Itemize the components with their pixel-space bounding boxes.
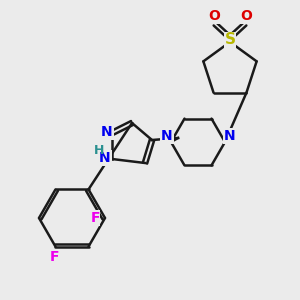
Text: N: N: [161, 129, 173, 143]
Text: N: N: [99, 151, 111, 165]
Text: O: O: [208, 9, 220, 23]
Text: S: S: [224, 32, 236, 47]
Text: H: H: [94, 145, 104, 158]
Text: N: N: [224, 129, 236, 143]
Text: O: O: [240, 9, 252, 23]
Text: F: F: [90, 211, 100, 225]
Text: N: N: [101, 125, 113, 139]
Text: F: F: [50, 250, 59, 264]
